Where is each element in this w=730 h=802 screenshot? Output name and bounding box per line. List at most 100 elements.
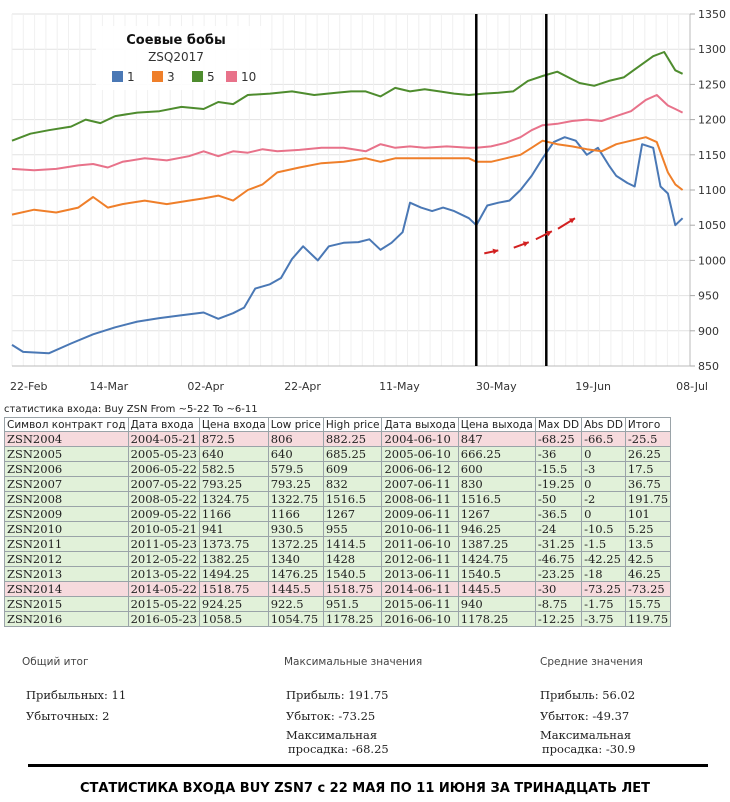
table-cell: 832: [322, 476, 383, 492]
table-cell: 579.5: [267, 461, 324, 477]
table-cell: 951.5: [322, 596, 383, 612]
table-cell: ZSN2004: [4, 431, 129, 447]
summary-max-profit: Прибыль: 191.75: [286, 688, 389, 702]
table-row: ZSN2004 2004-05-21 872.5 806 882.25 2004-06-1…: [4, 431, 672, 447]
table-cell: 1382.25: [198, 551, 269, 567]
table-cell: 2012-05-22: [127, 551, 200, 567]
series-line-5: [11, 51, 684, 142]
table-cell: 600: [457, 461, 536, 477]
table-cell: 1058.5: [198, 611, 269, 627]
table-cell: 640: [198, 446, 269, 462]
legend-background: [96, 26, 270, 90]
table-cell: 2016-05-23: [127, 611, 200, 627]
trend-arrow: [484, 248, 499, 255]
table-cell: -24: [534, 521, 583, 537]
legend-label-1: 1: [127, 70, 135, 84]
table-cell: 609: [322, 461, 383, 477]
table-cell: 1267: [457, 506, 536, 522]
table-cell: 1445.5: [267, 581, 324, 597]
column-header: Символ контракт год: [4, 417, 129, 432]
column-header: Цена выхода: [457, 417, 536, 432]
x-tick-label: 22-Apr: [284, 380, 321, 393]
y-tick-label: 1300: [698, 43, 726, 56]
table-cell: -46.75: [534, 551, 583, 567]
table-cell: -2: [581, 491, 626, 507]
table-cell: 191.75: [624, 491, 672, 507]
table-cell: 1387.25: [457, 536, 536, 552]
table-cell: 26.25: [624, 446, 672, 462]
table-cell: 1340: [267, 551, 324, 567]
table-cell: 2011-05-23: [127, 536, 200, 552]
table-cell: 940: [457, 596, 536, 612]
summary-profitable-count: Прибыльных: 11: [26, 688, 127, 702]
table-row: ZSN2006 2006-05-22 582.5 579.5 609 2006-06-12…: [4, 461, 672, 477]
table-cell: 1494.25: [198, 566, 269, 582]
table-cell: 1518.75: [198, 581, 269, 597]
table-cell: 640: [267, 446, 324, 462]
y-tick-label: 1050: [698, 219, 726, 232]
table-header-row: Символ контракт год Дата входа Цена входа L…: [4, 417, 672, 432]
x-tick-label: 14-Mar: [89, 380, 128, 393]
x-tick-label: 02-Apr: [187, 380, 224, 393]
column-header: Цена входа: [198, 417, 269, 432]
table-cell: 2012-06-11: [381, 551, 459, 567]
chart-grid: [11, 13, 691, 367]
table-cell: 42.5: [624, 551, 672, 567]
table-cell: 1518.75: [322, 581, 383, 597]
table-cell: 2015-05-22: [127, 596, 200, 612]
table-cell: 806: [267, 431, 324, 447]
table-cell: 793.25: [198, 476, 269, 492]
table-cell: 2004-05-21: [127, 431, 200, 447]
table-cell: -19.25: [534, 476, 583, 492]
table-cell: -36: [534, 446, 583, 462]
table-cell: 17.5: [624, 461, 672, 477]
table-cell: 582.5: [198, 461, 269, 477]
table-cell: 0: [581, 446, 626, 462]
legend-swatch-3: [152, 71, 163, 82]
table-cell: 1178.25: [322, 611, 383, 627]
summary-avg-drawdown-label: Максимальная: [540, 728, 632, 742]
table-cell: 1322.75: [267, 491, 324, 507]
stats-table: Символ контракт год Дата входа Цена входа L…: [4, 417, 672, 627]
table-cell: 1476.25: [267, 566, 324, 582]
table-cell: -50: [534, 491, 583, 507]
series-lines: [11, 51, 684, 355]
table-cell: 5.25: [624, 521, 672, 537]
table-cell: -1.75: [581, 596, 626, 612]
column-header: Дата входа: [127, 417, 200, 432]
summary-max-loss: Убыток: -73.25: [286, 709, 376, 723]
table-cell: 1166: [267, 506, 324, 522]
table-cell: -73.25: [581, 581, 626, 597]
table-row: ZSN2007 2007-05-22 793.25 793.25 832 2007-06-…: [4, 476, 672, 492]
column-header: Abs DD: [581, 417, 626, 432]
table-cell: 793.25: [267, 476, 324, 492]
legend-swatch-10: [226, 71, 237, 82]
table-cell: 2013-06-11: [381, 566, 459, 582]
table-cell: 36.75: [624, 476, 672, 492]
table-cell: -68.25: [534, 431, 583, 447]
summary-max-drawdown: просадка: -68.25: [288, 742, 389, 756]
table-cell: 2005-06-10: [381, 446, 459, 462]
table-cell: 1267: [322, 506, 383, 522]
table-cell: 0: [581, 506, 626, 522]
table-cell: 46.25: [624, 566, 672, 582]
table-cell: 1324.75: [198, 491, 269, 507]
x-tick-label: 30-May: [476, 380, 517, 393]
table-cell: 2014-06-11: [381, 581, 459, 597]
table-cell: 101: [624, 506, 672, 522]
y-tick-label: 900: [698, 325, 719, 338]
table-cell: -36.5: [534, 506, 583, 522]
table-cell: 685.25: [322, 446, 383, 462]
summary-max-drawdown-label: Максимальная: [286, 728, 378, 742]
table-cell: 924.25: [198, 596, 269, 612]
trend-arrow: [535, 230, 553, 241]
table-cell: ZSN2015: [4, 596, 129, 612]
table-cell: 2011-06-10: [381, 536, 459, 552]
table-cell: 1054.75: [267, 611, 324, 627]
y-tick-label: 1000: [698, 254, 726, 267]
table-cell: 666.25: [457, 446, 536, 462]
summary-avg-drawdown: просадка: -30.9: [542, 742, 636, 756]
trend-arrow: [513, 241, 530, 249]
legend-swatch-1: [112, 71, 123, 82]
table-cell: -10.5: [581, 521, 626, 537]
